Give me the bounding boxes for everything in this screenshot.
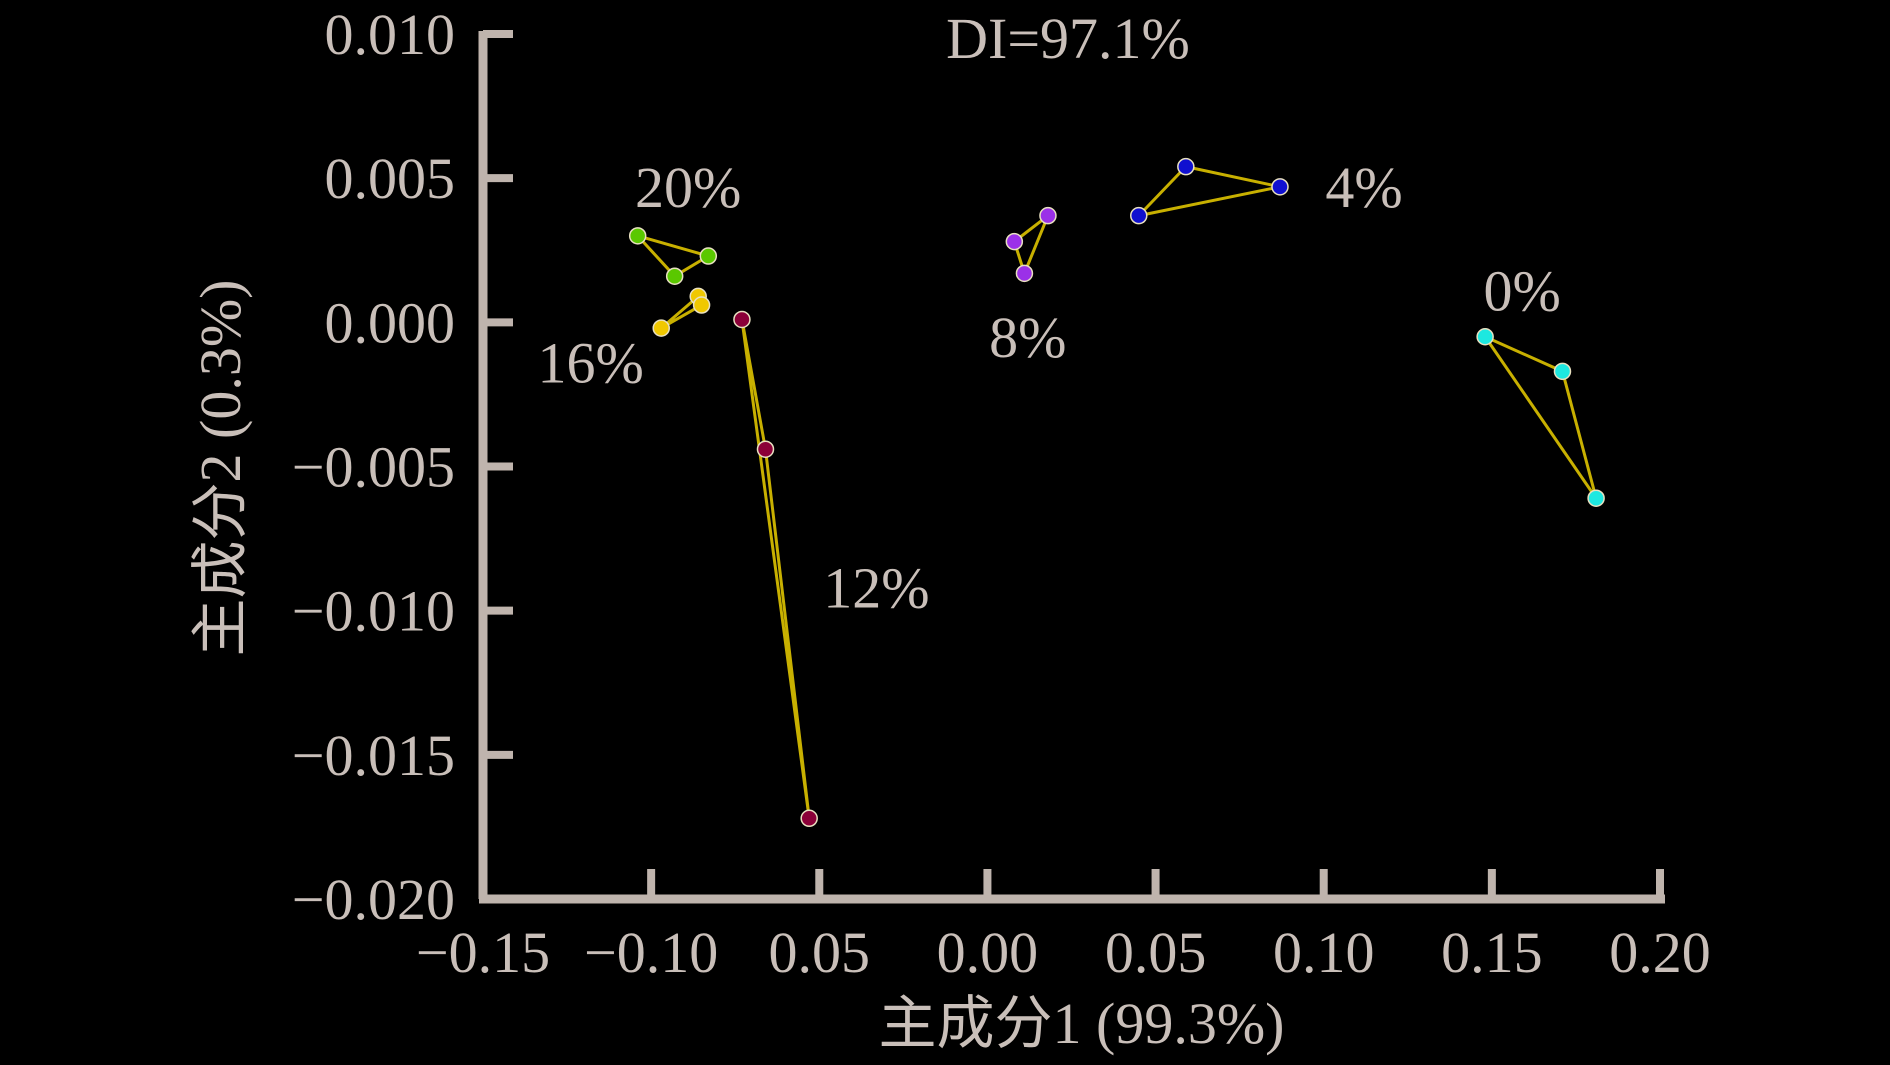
connector-8pct: [1012, 211, 1052, 278]
y-axis-title: 主成分2 (0.3%): [188, 280, 253, 657]
x-tick-label: −0.10: [584, 920, 718, 985]
point-8pct: [1039, 206, 1057, 225]
group-labels: 0% 4% 8% 12% 16% 20%: [537, 155, 1560, 621]
axes: 0.0100.0050.000−0.005−0.010−0.015−0.020−…: [292, 2, 1711, 985]
point-4pct: [1177, 157, 1195, 176]
point-4pct: [1130, 206, 1148, 225]
group-label: 8%: [989, 305, 1066, 370]
connector-20pct: [632, 232, 713, 279]
di-annotation: DI=97.1%: [946, 6, 1190, 71]
point-0pct: [1553, 362, 1572, 381]
point-4pct: [1271, 178, 1289, 196]
point-8pct: [1015, 264, 1034, 283]
y-tick-label: −0.020: [292, 867, 455, 932]
point-12pct: [800, 809, 818, 828]
group-connectors: [632, 164, 1598, 819]
point-16pct: [652, 319, 670, 337]
x-tick-label: −0.15: [416, 920, 550, 985]
point-16pct: [692, 296, 711, 314]
point-12pct: [733, 310, 751, 329]
x-axis-title: 主成分1 (99.3%): [879, 991, 1285, 1056]
y-tick-label: 0.000: [325, 290, 456, 355]
group-label: 4%: [1325, 155, 1402, 220]
point-20pct: [665, 267, 684, 285]
connector-4pct: [1134, 164, 1281, 219]
group-label: 16%: [537, 331, 643, 396]
y-tick-label: 0.005: [325, 146, 456, 211]
point-12pct: [756, 440, 775, 458]
connector-0pct: [1480, 333, 1598, 500]
x-tick-label: 0.05: [1105, 920, 1207, 985]
point-20pct: [628, 227, 647, 245]
point-0pct: [1476, 328, 1494, 346]
x-tick-label: 0.00: [937, 920, 1039, 985]
x-tick-label: 0.20: [1609, 920, 1711, 985]
point-0pct: [1587, 489, 1605, 507]
y-tick-label: −0.005: [292, 435, 455, 500]
data-points: [628, 157, 1605, 828]
group-label: 12%: [823, 556, 929, 621]
x-tick-label: 0.15: [1441, 920, 1543, 985]
point-20pct: [699, 247, 718, 265]
group-label: 0%: [1483, 259, 1560, 324]
point-8pct: [1005, 232, 1024, 251]
x-tick-label: 0.10: [1273, 920, 1375, 985]
connector-12pct: [740, 319, 811, 819]
x-tick-label: 0.05: [769, 920, 871, 985]
y-tick-label: 0.010: [325, 2, 456, 67]
y-tick-label: −0.010: [292, 579, 455, 644]
y-tick-label: −0.015: [292, 723, 455, 788]
group-label: 20%: [635, 155, 741, 220]
